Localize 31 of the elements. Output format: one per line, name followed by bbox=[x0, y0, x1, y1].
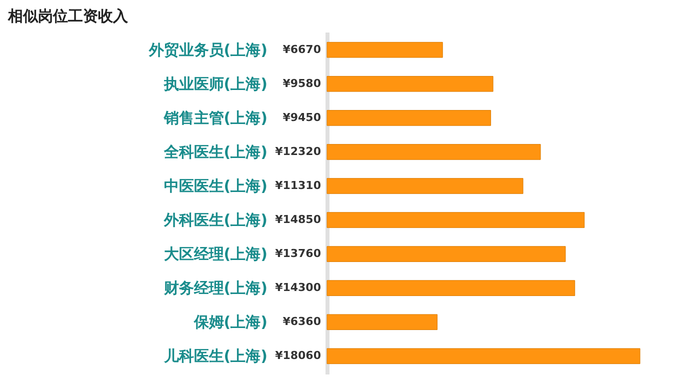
data-label: ¥11310 bbox=[275, 178, 322, 192]
data-label: ¥6670 bbox=[282, 42, 322, 56]
bar bbox=[326, 178, 524, 194]
data-label: ¥9450 bbox=[282, 110, 322, 124]
y-tick-label: 销售主管(上海) bbox=[162, 108, 268, 127]
data-label: ¥13760 bbox=[275, 247, 322, 260]
y-tick-label: 全科医生(上海) bbox=[162, 142, 268, 161]
data-label: ¥14850 bbox=[275, 213, 322, 226]
y-tick-label: 执业医师(上海) bbox=[162, 74, 268, 93]
data-label: ¥9580 bbox=[282, 76, 322, 90]
y-tick-label: 中医医生(上海) bbox=[164, 176, 268, 195]
bar bbox=[326, 212, 585, 228]
y-tick-label: 大区经理(上海) bbox=[164, 245, 268, 264]
y-tick-label: 保姆(上海) bbox=[192, 313, 268, 332]
y-tick-label: 外科医生(上海) bbox=[162, 211, 268, 230]
data-label: ¥12320 bbox=[275, 144, 322, 158]
bar bbox=[326, 280, 576, 296]
text: 相似岗位工资收入 bbox=[7, 7, 129, 25]
y-tick-label: 外贸业务员(上海) bbox=[148, 40, 268, 59]
y-tick-label: 财务经理(上海) bbox=[162, 279, 268, 298]
data-label: ¥6360 bbox=[282, 315, 322, 328]
data-label: ¥18060 bbox=[275, 349, 322, 362]
bar bbox=[326, 110, 492, 126]
bar bbox=[326, 42, 443, 58]
bar bbox=[326, 246, 566, 262]
bar bbox=[326, 144, 541, 160]
bar bbox=[326, 76, 494, 92]
data-label: ¥14300 bbox=[275, 281, 322, 294]
bar bbox=[326, 348, 640, 364]
bar bbox=[326, 314, 438, 330]
y-tick-label: 儿科医生(上海) bbox=[162, 347, 268, 366]
